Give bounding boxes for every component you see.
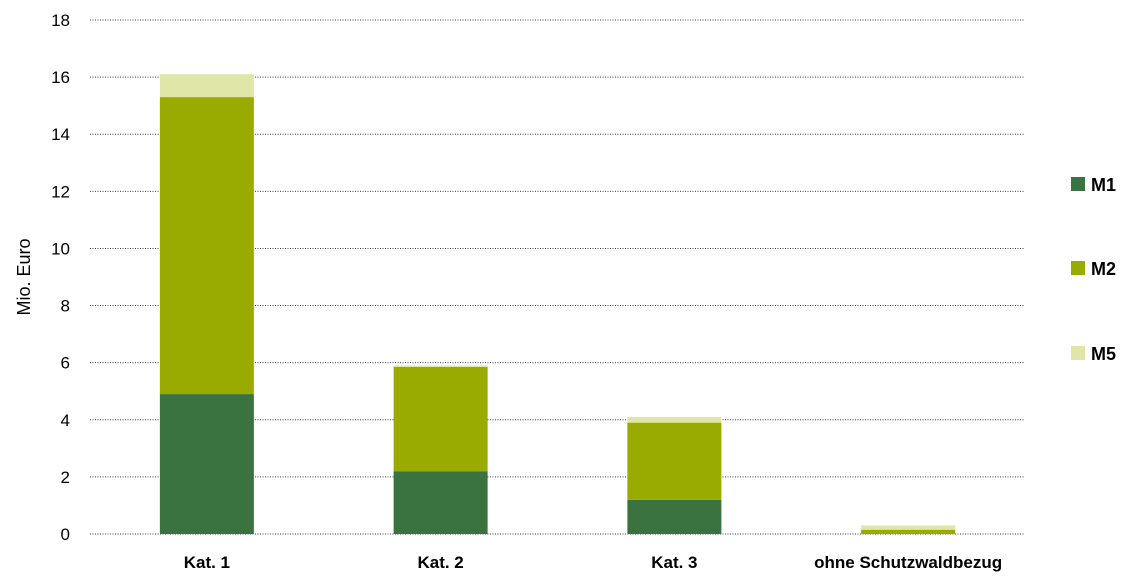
- bar-segment-m1-2: [393, 471, 488, 534]
- y-tick-label: 0: [61, 525, 70, 544]
- y-tick-label: 18: [51, 11, 70, 30]
- bar-segment-m5-3: [627, 416, 722, 423]
- x-axis-labels: Kat. 1 Kat. 2 Kat. 3 ohne Schutzwaldbezug: [184, 553, 1002, 572]
- bar-segment-m5-4: [861, 525, 956, 530]
- y-tick-label: 14: [51, 125, 70, 144]
- x-category-label: ohne Schutzwaldbezug: [814, 553, 1002, 572]
- legend-label-m1: M1: [1091, 175, 1116, 195]
- y-tick-label: 4: [61, 411, 70, 430]
- x-category-label: Kat. 1: [184, 553, 230, 572]
- y-tick-label: 6: [61, 354, 70, 373]
- x-category-label: Kat. 2: [417, 553, 463, 572]
- y-tick-label: 16: [51, 68, 70, 87]
- bar-segment-m5-2: [393, 365, 488, 367]
- y-tick-label: 10: [51, 239, 70, 258]
- legend-swatch-m5: [1071, 346, 1085, 360]
- y-tick-label: 12: [51, 182, 70, 201]
- legend-label-m2: M2: [1091, 259, 1116, 279]
- legend-swatch-m1: [1071, 177, 1085, 191]
- y-tick-label: 8: [61, 297, 70, 316]
- bar-segment-m1-1: [159, 394, 254, 534]
- x-category-label: Kat. 3: [651, 553, 697, 572]
- y-axis-title: Mio. Euro: [14, 238, 34, 315]
- bar-segment-m2-3: [627, 422, 722, 500]
- legend-label-m5: M5: [1091, 344, 1116, 364]
- legend: M1 M2 M5: [1071, 175, 1116, 364]
- bars: [159, 74, 956, 534]
- bar-segment-m1-3: [627, 499, 722, 534]
- y-axis-ticks: 0 2 4 6 8 10 12 14 16 18: [51, 11, 70, 544]
- y-tick-label: 2: [61, 468, 70, 487]
- bar-segment-m2-1: [159, 97, 254, 395]
- bar-segment-m5-1: [159, 74, 254, 98]
- bar-segment-m2-2: [393, 366, 488, 472]
- bar-segment-m2-4: [861, 529, 956, 534]
- legend-swatch-m2: [1071, 261, 1085, 275]
